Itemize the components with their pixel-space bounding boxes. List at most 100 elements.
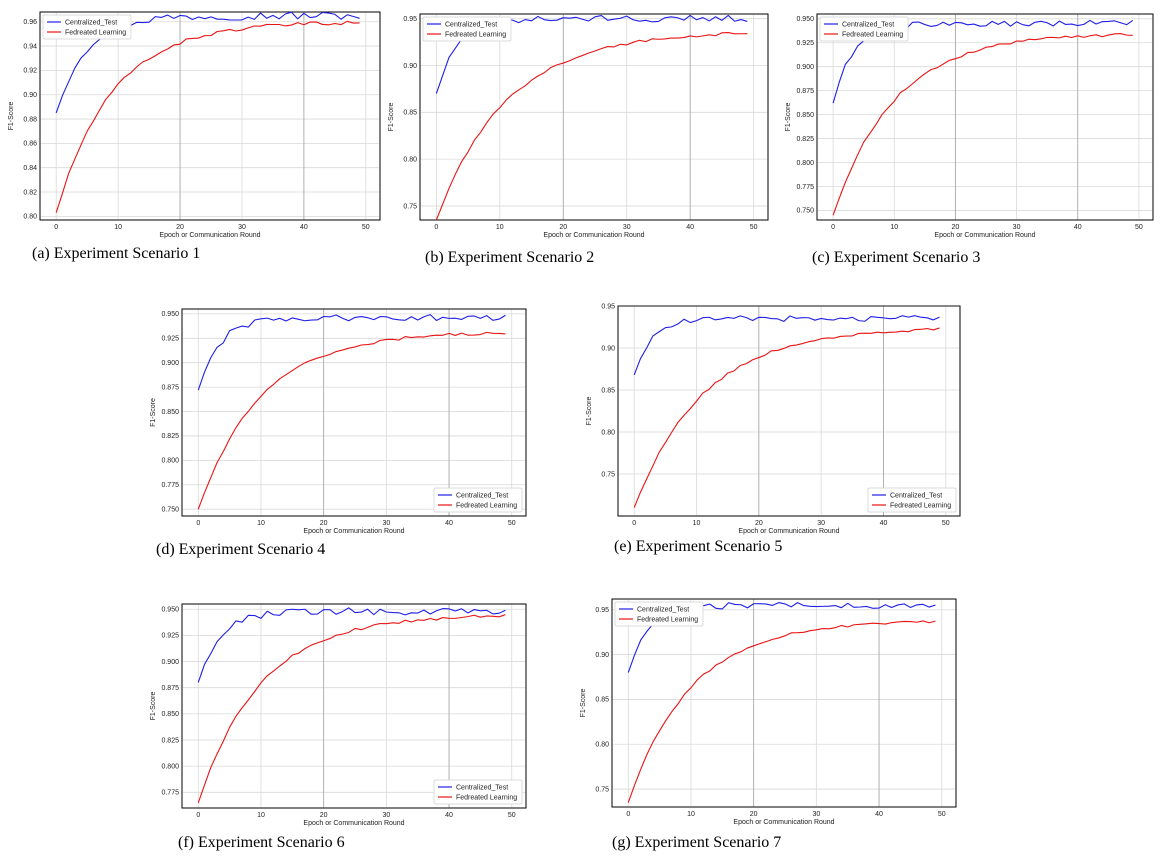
x-tick-label: 30 — [382, 520, 390, 527]
x-tick-label: 0 — [196, 520, 200, 527]
legend-label-federated: Fedreated Learning — [456, 502, 517, 509]
y-tick-label: 0.775 — [796, 184, 814, 191]
y-tick-label: 0.94 — [23, 43, 37, 50]
legend-frame — [42, 14, 132, 40]
y-tick-label: 0.75 — [601, 471, 615, 478]
x-tick-label: 10 — [890, 224, 898, 231]
y-tick-label: 0.95 — [595, 607, 609, 614]
y-tick-label: 0.85 — [601, 387, 615, 394]
y-tick-label: 0.825 — [796, 136, 814, 143]
x-tick-label: 50 — [1135, 224, 1143, 231]
legend-frame — [614, 601, 704, 627]
y-tick-label: 0.90 — [403, 63, 417, 70]
series-federated-line — [627, 620, 936, 803]
legend-label-federated: Fedreated Learning — [637, 616, 698, 623]
chart-scenario-1: 0.80 0.82 0.84 0.86 0.88 0.90 0.92 0.94 0.96 0 10 2… — [8, 11, 381, 239]
x-tick-label: 50 — [942, 520, 950, 527]
x-tick-label: 30 — [1013, 224, 1021, 231]
y-tick-label: 0.80 — [23, 214, 37, 221]
legend-label-centralized: Centralized_Test — [65, 19, 117, 26]
y-tick-label: 0.850 — [161, 409, 179, 416]
legend: Centralized_Test Fedreated Learning — [433, 779, 523, 805]
x-tick-label: 50 — [938, 811, 946, 818]
legend-label-centralized: Centralized_Test — [456, 492, 508, 499]
x-tick-label: 40 — [300, 224, 308, 231]
y-axis-label: F1-Score — [150, 692, 157, 721]
legend: Centralized_Test Fedreated Learning — [819, 16, 909, 42]
y-tick-label: 0.80 — [403, 156, 417, 163]
y-tick-label: 0.82 — [23, 189, 37, 196]
x-tick-label: 50 — [362, 224, 370, 231]
caption-scenario-7: (g) Experiment Scenario 7 — [612, 834, 782, 851]
x-tick-label: 50 — [750, 224, 758, 231]
legend-frame — [867, 487, 957, 513]
series-federated-line — [197, 614, 506, 803]
x-axis-label: Epoch or Communication Round — [738, 528, 839, 535]
plot-border — [181, 603, 527, 809]
y-tick-label: 0.950 — [796, 16, 814, 23]
x-tick-label: 10 — [693, 520, 701, 527]
x-axis-label: Epoch or Communication Round — [543, 232, 644, 239]
x-tick-label: 40 — [1074, 224, 1082, 231]
x-tick-label: 50 — [508, 520, 516, 527]
y-tick-label: 0.800 — [161, 458, 179, 465]
x-tick-label: 10 — [114, 224, 122, 231]
series-federated-line — [633, 327, 940, 508]
x-tick-label: 40 — [875, 811, 883, 818]
caption-scenario-6: (f) Experiment Scenario 6 — [178, 834, 345, 851]
legend: Centralized_Test Fedreated Learning — [433, 487, 523, 513]
x-tick-label: 20 — [320, 520, 328, 527]
y-tick-label: 0.90 — [595, 652, 609, 659]
series-federated-line — [435, 32, 748, 221]
plot-border — [181, 308, 527, 517]
y-tick-label: 0.925 — [796, 40, 814, 47]
x-tick-label: 0 — [54, 224, 58, 231]
plot-border — [816, 13, 1154, 221]
y-tick-label: 0.900 — [161, 659, 179, 666]
x-tick-label: 0 — [196, 812, 200, 819]
y-axis-label: F1-Score — [580, 689, 587, 718]
x-axis-label: Epoch or Communication Round — [303, 820, 404, 827]
legend-label-centralized: Centralized_Test — [456, 784, 508, 791]
x-axis-label: Epoch or Communication Round — [303, 528, 404, 535]
x-tick-label: 50 — [508, 812, 516, 819]
caption-scenario-5: (e) Experiment Scenario 5 — [614, 538, 783, 555]
y-tick-label: 0.775 — [161, 790, 179, 797]
x-tick-label: 20 — [750, 811, 758, 818]
y-tick-label: 0.825 — [161, 433, 179, 440]
legend: Centralized_Test Fedreated Learning — [867, 487, 957, 513]
y-tick-label: 0.85 — [403, 110, 417, 117]
x-axis-label: Epoch or Communication Round — [733, 819, 834, 826]
y-tick-label: 0.96 — [23, 19, 37, 26]
y-tick-label: 0.800 — [161, 763, 179, 770]
y-tick-label: 0.90 — [23, 92, 37, 99]
plot-area — [617, 305, 961, 517]
legend-frame — [422, 16, 512, 42]
legend: Centralized_Test Fedreated Learning — [614, 601, 704, 627]
y-tick-label: 0.75 — [595, 786, 609, 793]
y-axis-label: F1-Score — [150, 398, 157, 427]
series-federated-line — [197, 331, 506, 510]
x-tick-label: 30 — [382, 812, 390, 819]
chart-scenario-2: 0.75 0.80 0.85 0.90 0.95 0 10 20 30 40 50 Epoch or … — [388, 13, 769, 239]
y-tick-label: 0.750 — [161, 506, 179, 513]
legend-label-federated: Fedreated Learning — [445, 31, 506, 38]
y-tick-label: 0.900 — [161, 360, 179, 367]
y-tick-label: 0.95 — [601, 303, 615, 310]
legend-frame — [819, 16, 909, 42]
legend: Centralized_Test Fedreated Learning — [422, 16, 512, 42]
x-tick-label: 40 — [880, 520, 888, 527]
plot-border — [611, 598, 957, 808]
y-axis-label: F1-Score — [8, 102, 15, 131]
x-tick-label: 20 — [952, 224, 960, 231]
x-tick-label: 40 — [686, 224, 694, 231]
y-tick-label: 0.925 — [161, 633, 179, 640]
y-tick-label: 0.92 — [23, 68, 37, 75]
x-tick-label: 0 — [831, 224, 835, 231]
y-tick-label: 0.925 — [161, 336, 179, 343]
plot-area — [816, 13, 1154, 221]
caption-scenario-4: (d) Experiment Scenario 4 — [156, 541, 326, 558]
chart-scenario-6: 0.775 0.800 0.825 0.850 0.875 0.900 0.925 0.950… — [150, 603, 527, 827]
legend-label-federated: Fedreated Learning — [890, 502, 951, 509]
chart-scenario-4: 0.750 0.775 0.800 0.825 0.850 0.875 0.900 0.925… — [150, 308, 527, 535]
